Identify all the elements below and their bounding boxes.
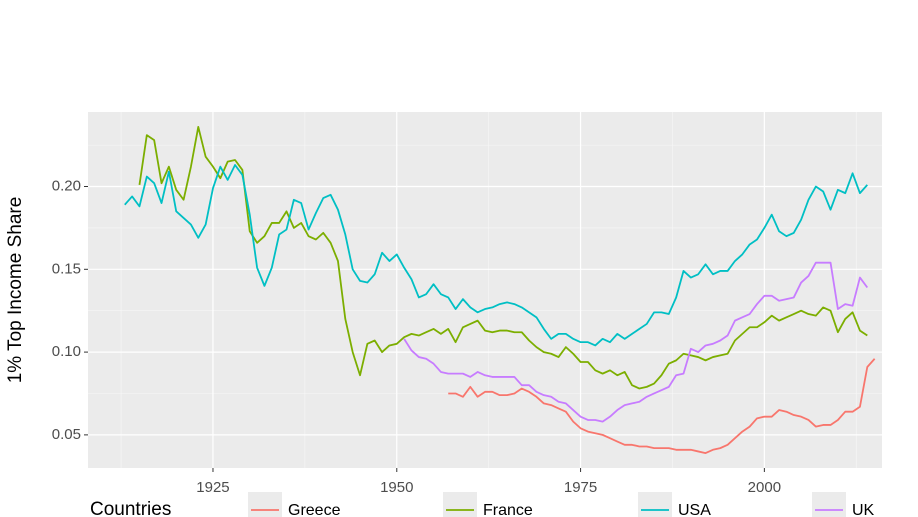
legend-key — [248, 492, 282, 517]
panel — [88, 112, 882, 468]
series-line — [138, 126, 868, 390]
x-tick-label: 1975 — [564, 479, 597, 496]
x-tick-label: 1950 — [380, 479, 413, 496]
series-line — [124, 164, 868, 347]
y-tick-label: 0.05 — [52, 426, 81, 443]
legend-key — [812, 492, 846, 517]
legend-label: France — [483, 502, 533, 517]
legend-label: Greece — [288, 502, 341, 517]
legend-label: UK — [852, 502, 875, 517]
x-tick-label: 2000 — [748, 479, 781, 496]
series-line — [448, 358, 876, 454]
y-tick-label: 0.15 — [52, 260, 81, 277]
legend-label: USA — [678, 502, 711, 517]
x-tick-label: 1925 — [196, 479, 229, 496]
legend-title: Countries — [90, 499, 171, 517]
legend-key — [443, 492, 477, 517]
y-tick-label: 0.20 — [52, 177, 81, 194]
y-tick-label: 0.10 — [52, 343, 81, 360]
series-line — [403, 261, 869, 423]
legend-key — [638, 492, 672, 517]
y-axis-label: 1% Top Income Share — [5, 197, 26, 384]
